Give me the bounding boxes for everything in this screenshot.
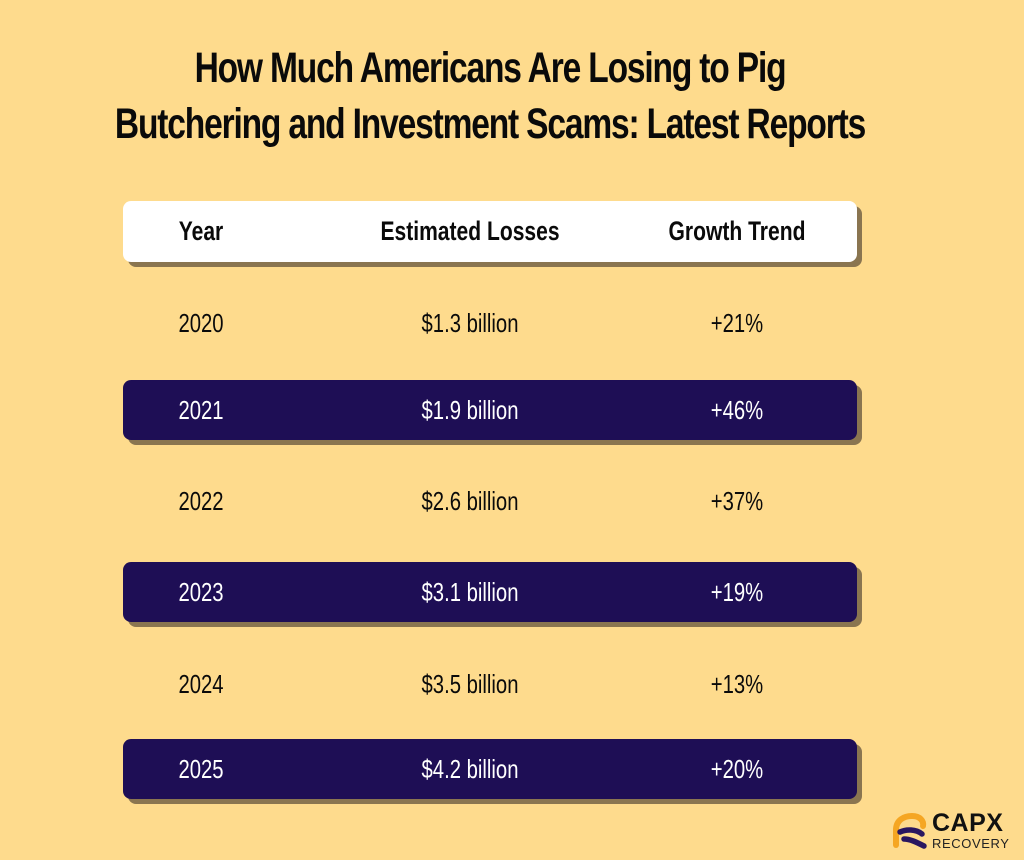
row-growth: +46% (710, 395, 764, 425)
table-row: 2023 $3.1 billion +19% (123, 562, 857, 622)
row-growth: +21% (710, 308, 764, 338)
row-year: 2025 (178, 754, 224, 784)
capx-recovery-logo: CAPX RECOVERY (890, 808, 1020, 854)
row-growth: +20% (710, 754, 764, 784)
table-row: 2025 $4.2 billion +20% (123, 739, 857, 799)
row-growth: +37% (710, 486, 764, 516)
header-year: Year (178, 216, 224, 246)
header-growth-trend: Growth Trend (668, 216, 806, 246)
table-row: 2024 $3.5 billion +13% (123, 654, 857, 714)
row-losses: $3.1 billion (421, 577, 519, 607)
table-row: 2021 $1.9 billion +46% (123, 380, 857, 440)
row-losses: $3.5 billion (421, 669, 519, 699)
row-growth: +13% (710, 669, 764, 699)
page-title: How Much Americans Are Losing to Pig But… (108, 40, 872, 152)
row-year: 2023 (178, 577, 224, 607)
capx-r-logo-icon (893, 812, 927, 849)
brand-tagline: RECOVERY (932, 836, 1010, 851)
row-losses: $2.6 billion (421, 486, 519, 516)
row-growth: +19% (710, 577, 764, 607)
row-year: 2021 (178, 395, 224, 425)
row-losses: $1.3 billion (421, 308, 519, 338)
title-line-1: How Much Americans Are Losing to Pig (194, 44, 787, 92)
brand-name: CAPX (932, 809, 1004, 837)
row-losses: $4.2 billion (421, 754, 519, 784)
row-year: 2020 (178, 308, 224, 338)
row-year: 2022 (178, 486, 224, 516)
title-line-2: Butchering and Investment Scams: Latest … (114, 100, 866, 148)
row-losses: $1.9 billion (421, 395, 519, 425)
row-year: 2024 (178, 669, 224, 699)
header-estimated-losses: Estimated Losses (380, 216, 560, 246)
table-row: 2022 $2.6 billion +37% (123, 471, 857, 531)
table-header: Year Estimated Losses Growth Trend (123, 201, 857, 262)
table-row: 2020 $1.3 billion +21% (123, 293, 857, 353)
